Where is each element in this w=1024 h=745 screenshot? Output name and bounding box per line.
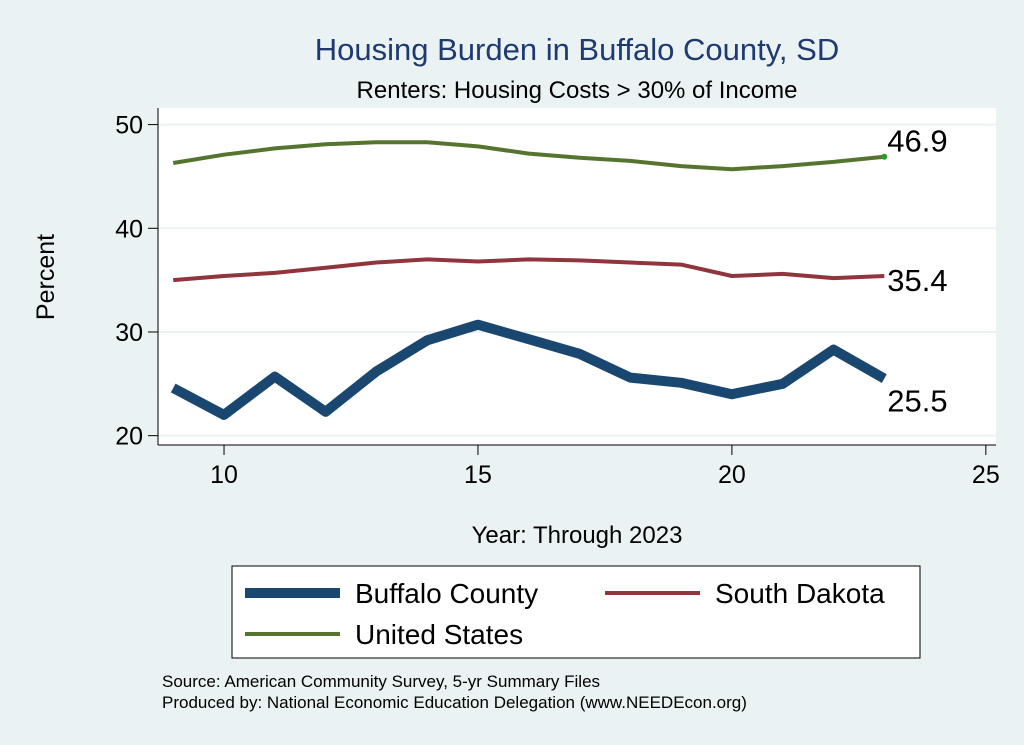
gridlines (158, 123, 996, 437)
y-axis-title: Percent (32, 234, 60, 320)
end-label-buffalo-county: 25.5 (887, 384, 947, 419)
x-axis-title: Year: Through 2023 (472, 522, 683, 549)
x-tick-label: 10 (210, 461, 238, 489)
axis-ticks: 20 30 40 50 10 15 20 25 (115, 112, 1000, 489)
legend-label: Buffalo County (355, 578, 538, 609)
x-tick-label: 25 (972, 461, 1000, 489)
chart-subtitle: Renters: Housing Costs > 30% of Income (357, 77, 798, 104)
y-tick-label: 40 (115, 215, 143, 243)
series-line-buffalo-county (170, 319, 887, 420)
y-tick-label: 30 (115, 319, 143, 347)
x-tick-label: 20 (718, 461, 746, 489)
legend-label: United States (355, 619, 523, 650)
series-line-south-dakota (173, 257, 885, 283)
legend-box (231, 565, 921, 659)
series-lines (170, 140, 888, 420)
series-line-united-states (172, 140, 885, 172)
end-labels: 46.9 35.4 25.5 (887, 124, 947, 419)
source-note: Source: American Community Survey, 5-yr … (162, 672, 600, 691)
legend: Buffalo County South Dakota United States (245, 578, 885, 650)
produced-by-note: Produced by: National Economic Education… (162, 693, 747, 712)
x-tick-label: 15 (464, 461, 492, 489)
end-label-united-states: 46.9 (887, 124, 947, 159)
legend-label: South Dakota (715, 578, 885, 609)
y-tick-label: 50 (115, 112, 143, 140)
end-label-south-dakota: 35.4 (887, 263, 947, 298)
chart-title: Housing Burden in Buffalo County, SD (315, 32, 839, 67)
y-tick-label: 20 (115, 423, 143, 451)
end-marker-united-states (881, 153, 888, 160)
